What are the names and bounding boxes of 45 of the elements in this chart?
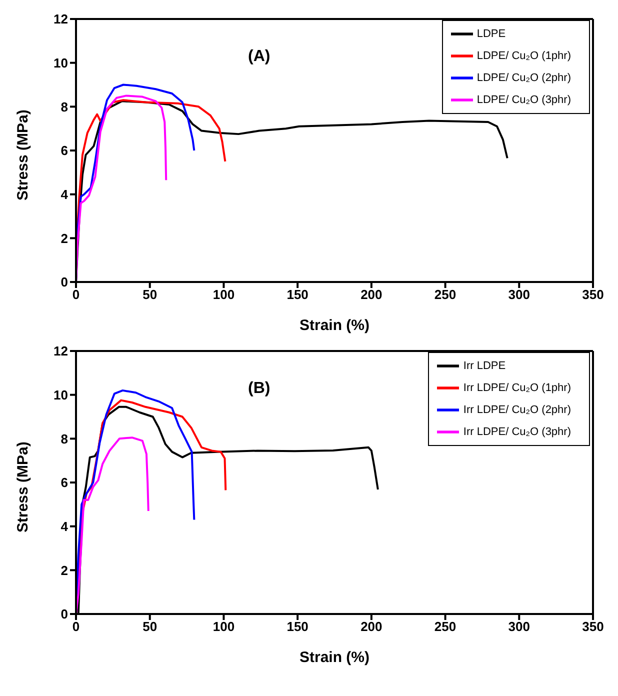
x-tick-label: 150 (286, 619, 308, 634)
y-tick-label: 0 (60, 606, 68, 622)
x-tick-label: 50 (142, 619, 158, 634)
legend-label: LDPE/ Cu₂O (3phr) (476, 94, 571, 106)
x-axis-title: Strain (%) (299, 317, 370, 334)
x-tick-label: 50 (142, 287, 158, 302)
y-tick-label: 12 (54, 344, 68, 359)
legend-label: Irr LDPE/ Cu₂O (3phr) (463, 426, 571, 438)
x-tick-label: 100 (212, 287, 235, 302)
annotation: (A) (248, 48, 270, 66)
x-tick-label: 100 (212, 619, 235, 634)
annotation: (B) (248, 380, 270, 398)
x-tick-label: 0 (72, 619, 80, 634)
x-tick-label: 250 (434, 619, 456, 634)
x-axis-title: Strain (%) (299, 649, 370, 666)
legend-label: Irr LDPE/ Cu₂O (2phr) (463, 404, 571, 416)
line-series (76, 436, 150, 614)
y-tick-label: 4 (60, 186, 69, 202)
x-tick-label: 250 (434, 287, 456, 302)
x-tick-label: 0 (72, 287, 80, 302)
y-tick-label: 6 (60, 475, 68, 490)
y-tick-label: 8 (60, 431, 68, 446)
legend-label: LDPE (476, 28, 506, 40)
y-tick-label: 8 (60, 99, 68, 114)
x-tick-label: 300 (508, 619, 530, 634)
y-tick-label: 2 (60, 562, 68, 578)
x-tick-label: 350 (582, 619, 604, 634)
legend-label: LDPE/ Cu₂O (2phr) (476, 72, 571, 84)
x-tick-label: 200 (360, 619, 382, 634)
legend-label: Irr LDPE/ Cu₂O (1phr) (463, 382, 571, 394)
y-tick-label: 6 (60, 143, 68, 158)
y-tick-label: 10 (54, 55, 68, 70)
y-tick-label: 4 (60, 518, 69, 534)
x-tick-label: 150 (286, 287, 308, 302)
y-tick-label: 10 (54, 387, 68, 402)
x-tick-label: 350 (582, 287, 604, 302)
y-tick-label: 2 (60, 230, 68, 246)
legend-label: LDPE/ Cu₂O (1phr) (476, 50, 571, 62)
y-tick-label: 0 (60, 274, 68, 290)
y-axis-title: Stress (MPa) (14, 110, 32, 200)
legend-label: Irr LDPE (463, 360, 506, 372)
y-axis-title: Stress (MPa) (14, 442, 32, 532)
x-tick-label: 300 (508, 287, 530, 302)
y-tick-label: 12 (54, 12, 68, 27)
x-tick-label: 200 (360, 287, 382, 302)
